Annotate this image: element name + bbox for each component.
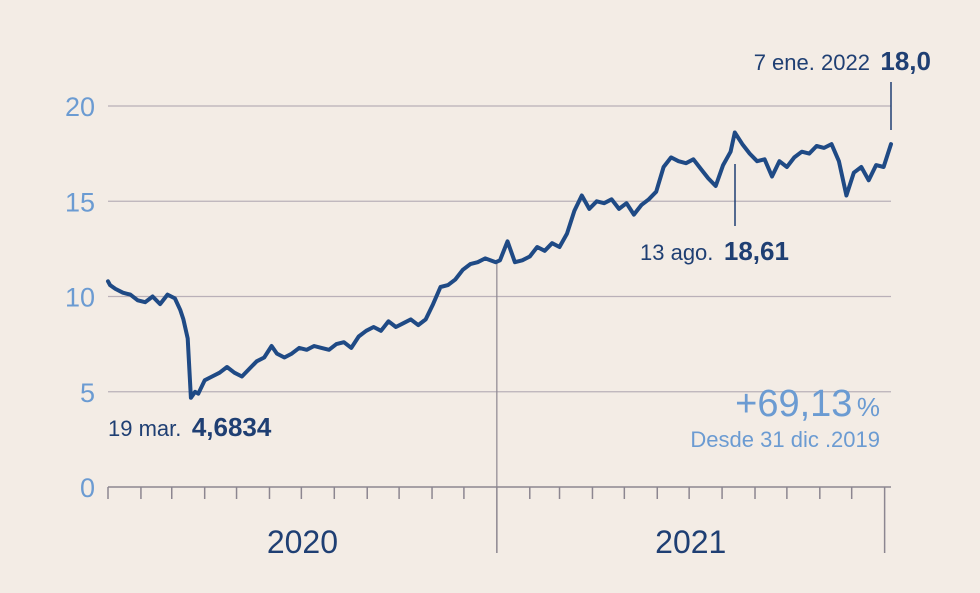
summary-since: Desde 31 dic .2019	[690, 427, 880, 452]
x-axis: 2020 2021	[107, 262, 891, 560]
summary-change-percent-sign: %	[857, 392, 880, 422]
gridlines	[108, 105, 891, 393]
y-tick-label: 0	[80, 473, 95, 503]
x-year-label: 2021	[655, 524, 726, 560]
annotation-peak-date: 13 ago.	[640, 240, 713, 265]
summary-change: +69,13 %	[735, 383, 880, 425]
annotation-last-value: 18,0	[880, 46, 931, 76]
annotation-peak-value: 18,61	[724, 236, 789, 266]
annotation-last: 7 ene. 2022 18,0	[754, 46, 931, 76]
x-year-label: 2020	[267, 524, 338, 560]
y-tick-label: 15	[65, 187, 95, 217]
y-tick-label: 20	[65, 92, 95, 122]
price-series-line	[106, 130, 893, 400]
y-tick-label: 5	[80, 378, 95, 408]
y-tick-label: 10	[65, 283, 95, 313]
annotation-min-value: 4,6834	[192, 412, 272, 442]
annotation-peak: 13 ago. 18,61	[640, 236, 789, 266]
annotation-min: 19 mar. 4,6834	[108, 412, 272, 442]
summary-change-number: +69,13	[735, 383, 852, 425]
annotation-min-date: 19 mar.	[108, 416, 181, 441]
y-axis-ticks: 0 5 10 15 20	[65, 92, 95, 503]
annotation-last-date: 7 ene. 2022	[754, 50, 870, 75]
